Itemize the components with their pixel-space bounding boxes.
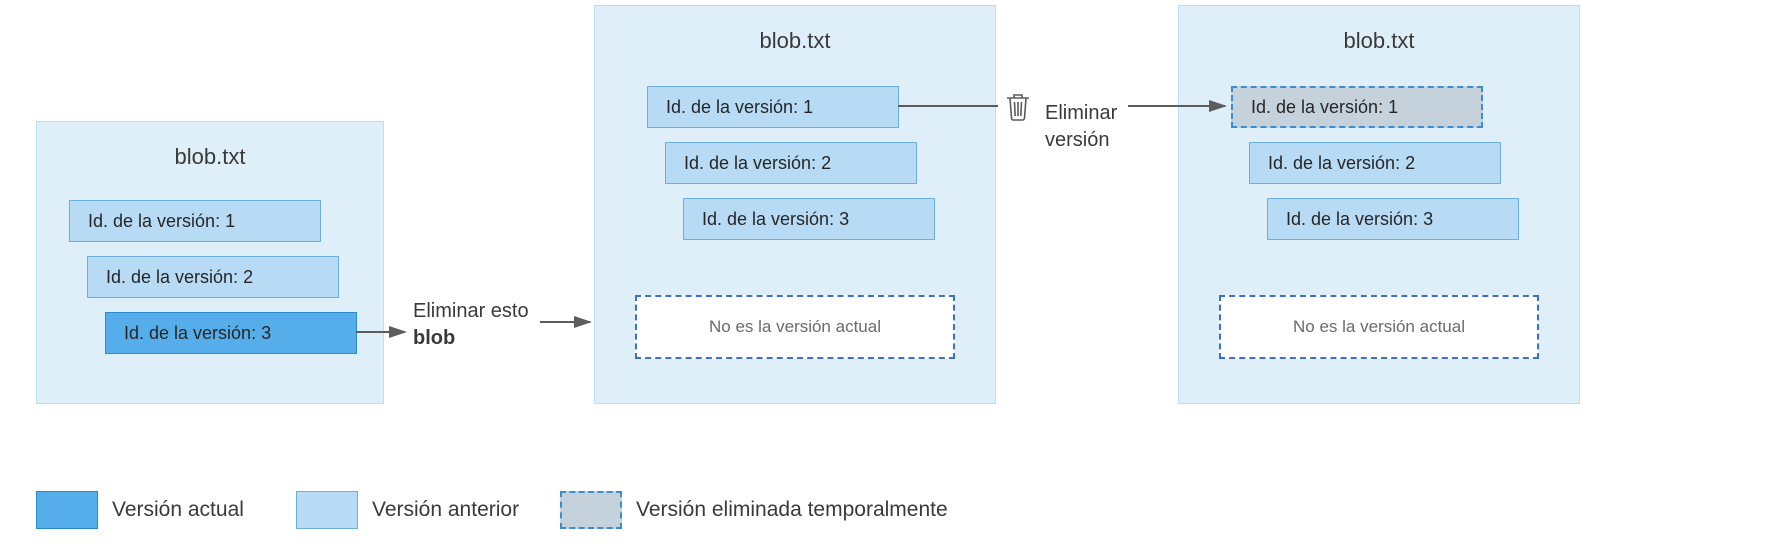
diagram-canvas: blob.txt Id. de la versión: 1 Id. de la … — [0, 0, 1784, 557]
panel-3: blob.txt Id. de la versión: 1 Id. de la … — [1178, 5, 1580, 404]
arrow-2-line2: versión — [1045, 129, 1109, 151]
panel-2-version-3: Id. de la versión: 3 — [683, 198, 935, 240]
legend-label-current: Versión actual — [112, 498, 244, 522]
panel-3-no-current: No es la versión actual — [1219, 295, 1539, 359]
legend-label-softdel: Versión eliminada temporalmente — [636, 498, 948, 522]
panel-3-version-1-softdeleted: Id. de la versión: 1 — [1231, 86, 1483, 128]
panel-2-no-current: No es la versión actual — [635, 295, 955, 359]
panel-2-version-2: Id. de la versión: 2 — [665, 142, 917, 184]
panel-1-version-2: Id. de la versión: 2 — [87, 256, 339, 298]
arrow-1-label: Eliminar esto blob — [413, 298, 529, 352]
panel-3-title: blob.txt — [1179, 28, 1579, 54]
arrow-2-line1: Eliminar — [1045, 102, 1117, 124]
legend-label-previous: Versión anterior — [372, 498, 519, 522]
panel-1-version-3-current: Id. de la versión: 3 — [105, 312, 357, 354]
panel-1-version-1: Id. de la versión: 1 — [69, 200, 321, 242]
panel-3-version-2: Id. de la versión: 2 — [1249, 142, 1501, 184]
arrow-1-line1: Eliminar esto — [413, 300, 529, 322]
trash-icon — [1007, 95, 1029, 120]
arrow-2-label: Eliminar versión — [1045, 100, 1117, 154]
panel-2-version-1: Id. de la versión: 1 — [647, 86, 899, 128]
panel-3-version-3: Id. de la versión: 3 — [1267, 198, 1519, 240]
panel-2: blob.txt Id. de la versión: 1 Id. de la … — [594, 5, 996, 404]
panel-1: blob.txt Id. de la versión: 1 Id. de la … — [36, 121, 384, 404]
arrow-1-line2: blob — [413, 327, 455, 349]
panel-2-title: blob.txt — [595, 28, 995, 54]
legend-swatch-current — [36, 491, 98, 529]
panel-1-title: blob.txt — [37, 144, 383, 170]
legend-swatch-softdel — [560, 491, 622, 529]
legend-swatch-previous — [296, 491, 358, 529]
